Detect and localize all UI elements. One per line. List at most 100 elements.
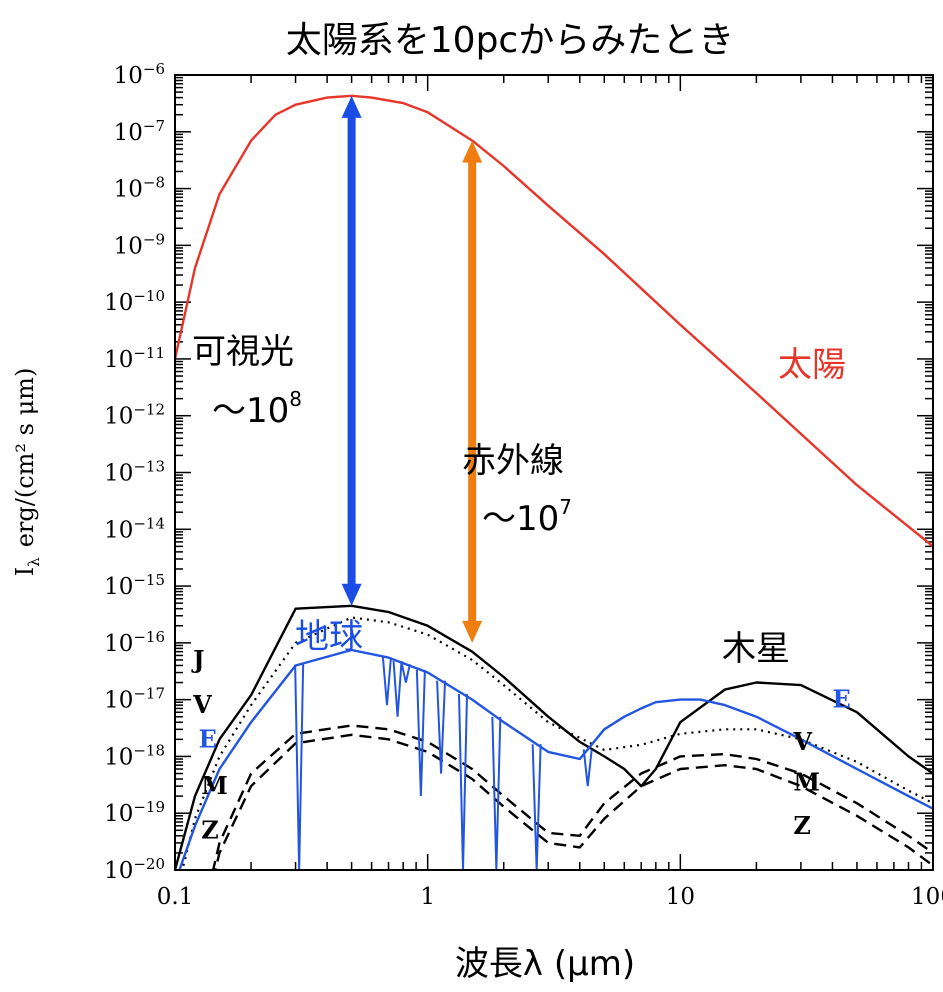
y-tick-base: 10 [104,461,133,487]
y-tick-label: 10−12 [104,401,165,430]
y-tick-label: 10−17 [104,685,165,714]
y-tick-exponent: −14 [133,514,165,532]
series-letter-label: V [792,727,812,756]
series-letter-label: J [191,645,204,674]
y-tick-label: 10−9 [114,230,165,259]
visible-ratio: 〜108 [212,387,302,431]
infrared-arrow [462,140,483,643]
ratio-arrows [341,95,483,643]
y-tick-base: 10 [114,233,143,259]
x-tick-label: 1 [420,884,435,910]
earth-absorption-band [392,660,403,717]
visible-label: 可視光 [192,332,294,372]
earth-absorption-band [415,669,426,797]
series-letter-label: V [192,690,212,719]
infrared-ratio-exponent: 7 [559,495,572,519]
series-letter-label: M [793,767,820,796]
y-tick-label: 10−18 [104,741,165,770]
y-tick-base: 10 [104,404,133,430]
infrared-label: 赤外線 [462,441,564,481]
series-line-v [181,616,932,869]
visible-ratio-base: 〜10 [212,391,289,431]
y-tick-exponent: −13 [133,458,165,476]
y-tick-labels: 10−2010−1910−1810−1710−1610−1510−1410−13… [104,60,165,884]
earth-absorption-band [531,744,542,869]
y-tick-label: 10−13 [104,458,165,487]
jupiter-label: 木星 [722,629,790,669]
series-letter-label: Z [793,811,811,840]
x-tick-label: 10 [666,884,695,910]
y-tick-label: 10−6 [114,60,165,89]
y-tick-label: 10−8 [114,174,165,203]
earth-label: 地球 [295,617,363,657]
visible-ratio-exponent: 8 [289,387,302,411]
y-tick-base: 10 [104,801,133,827]
y-tick-base: 10 [114,63,143,89]
y-tick-base: 10 [104,347,133,373]
series-line-z [214,733,932,869]
series-letter-label: E [832,685,850,714]
earth-absorption-band [381,657,392,706]
y-tick-exponent: −16 [133,628,165,646]
x-axis-label: 波長λ (μm) [455,944,635,984]
y-tick-label: 10−7 [114,117,165,146]
series-line-e [178,648,932,869]
y-tick-base: 10 [104,744,133,770]
y-tick-exponent: −6 [143,60,165,78]
y-tick-base: 10 [104,517,133,543]
series-line-m [212,724,932,869]
y-tick-label: 10−19 [104,798,165,827]
y-tick-base: 10 [104,290,133,316]
sun-label: 太陽 [778,345,846,385]
earth-absorption-band [491,716,502,869]
y-tick-exponent: −15 [133,571,165,589]
x-tick-label: 100 [911,884,943,910]
y-tick-base: 10 [114,120,143,146]
y-tick-exponent: −7 [143,117,165,135]
y-tick-base: 10 [104,858,133,884]
y-tick-exponent: −8 [143,174,165,192]
infrared-arrow-head-down [462,620,483,643]
y-tick-label: 10−14 [104,514,165,543]
y-tick-exponent: −9 [143,230,165,248]
y-tick-label: 10−10 [104,287,165,316]
earth-absorption-band [400,664,411,683]
y-tick-exponent: −12 [133,401,165,419]
x-tick-labels: 0.1 1 10 100 [157,884,943,910]
infrared-ratio-base: 〜10 [482,499,559,539]
y-tick-exponent: −20 [133,855,165,873]
earth-absorption-band [582,749,593,787]
y-tick-exponent: −10 [133,287,165,305]
series-curves [176,94,932,869]
y-tick-exponent: −17 [133,685,165,703]
y-tick-base: 10 [114,177,143,203]
earth-absorption-band [294,664,305,869]
series-line-太陽 [176,94,932,548]
series-letter-label: Z [201,815,219,844]
chart-title: 太陽系を10pcからみたとき [286,20,734,61]
y-tick-label: 10−20 [104,855,165,884]
y-tick-exponent: −11 [133,344,165,362]
series-letter-label: E [199,724,217,753]
y-tick-label: 10−11 [104,344,165,373]
y-tick-label: 10−16 [104,628,165,657]
y-axis-label: Iλ erg/(cm² s μm) [11,368,43,577]
x-tick-label: 0.1 [157,884,194,910]
visible-arrow-head-down [341,583,362,606]
earth-absorption-band [436,680,447,774]
axis-ticks [174,75,933,871]
y-tick-exponent: −18 [133,741,165,759]
y-tick-label: 10−15 [104,571,165,600]
series-letter-label: M [201,771,228,800]
earth-absorption-band [458,694,469,869]
infrared-ratio: 〜107 [482,495,572,539]
visible-arrow [341,95,362,606]
infrared-arrow-head-up [462,140,483,163]
y-tick-exponent: −19 [133,798,165,816]
y-tick-base: 10 [104,688,133,714]
y-tick-base: 10 [104,574,133,600]
y-axis-label-subscript: λ [25,557,43,567]
series-line-j [176,604,932,869]
